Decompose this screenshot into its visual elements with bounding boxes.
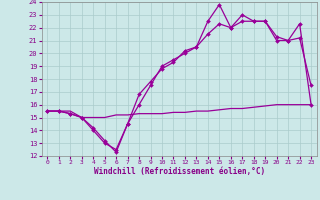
X-axis label: Windchill (Refroidissement éolien,°C): Windchill (Refroidissement éolien,°C): [94, 167, 265, 176]
